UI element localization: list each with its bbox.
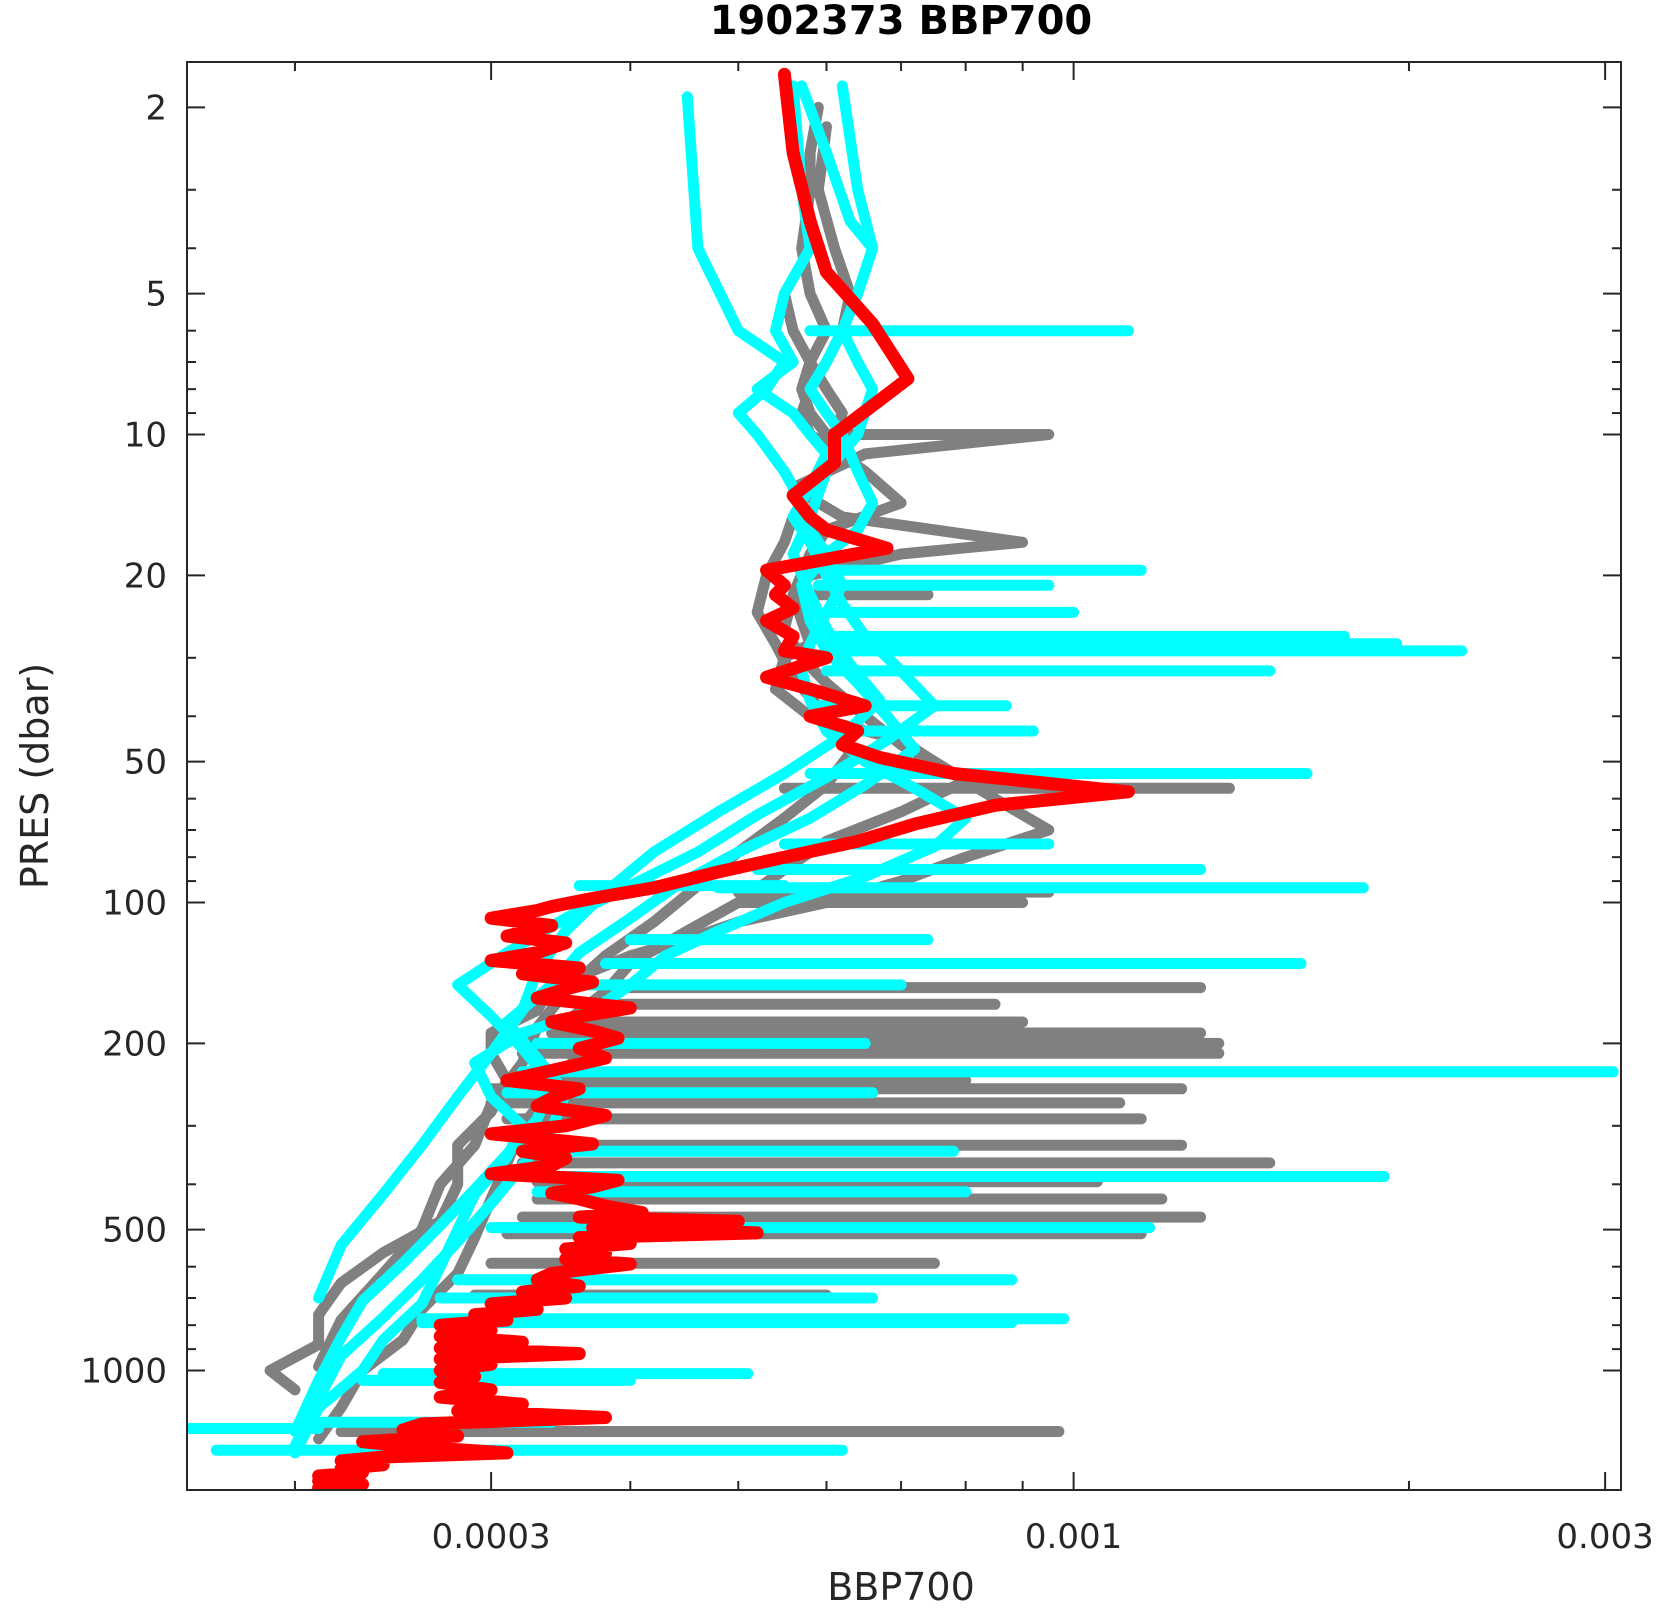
x-tick-label: 0.0003	[432, 1517, 551, 1557]
series-1-profile-1	[289, 80, 940, 1437]
y-tick-label: 50	[124, 743, 167, 783]
y-tick-label: 200	[102, 1024, 167, 1064]
tick-layer	[187, 62, 1621, 1490]
data-layer	[187, 67, 1619, 1490]
y-tick-label: 500	[102, 1211, 167, 1251]
tick-labels: 2 5 10 20 50 100 200 500 1000 0.0003 0.001 0.003	[80, 88, 1653, 1557]
y-tick-label: 20	[124, 556, 167, 596]
series-1	[187, 80, 1619, 1459]
x-tick-label: 0.001	[1025, 1517, 1122, 1557]
chart-title: 1902373 BBP700	[710, 0, 1093, 44]
series-2-profile-0	[312, 67, 1135, 1490]
series-1-profile-2	[289, 80, 921, 1452]
plot-frame	[186, 61, 1622, 1491]
y-axis-label: PRES (dbar)	[13, 663, 57, 889]
y-tick-label: 100	[102, 884, 167, 924]
y-tick-label: 2	[145, 88, 167, 128]
y-tick-label: 5	[145, 275, 167, 315]
series-2	[312, 67, 1135, 1490]
y-tick-label: 1000	[80, 1352, 167, 1392]
x-tick-label: 0.003	[1556, 1517, 1653, 1557]
y-tick-label: 10	[124, 416, 167, 456]
series-1-profile-0	[289, 91, 972, 1459]
x-axis-label: BBP700	[827, 1565, 975, 1609]
